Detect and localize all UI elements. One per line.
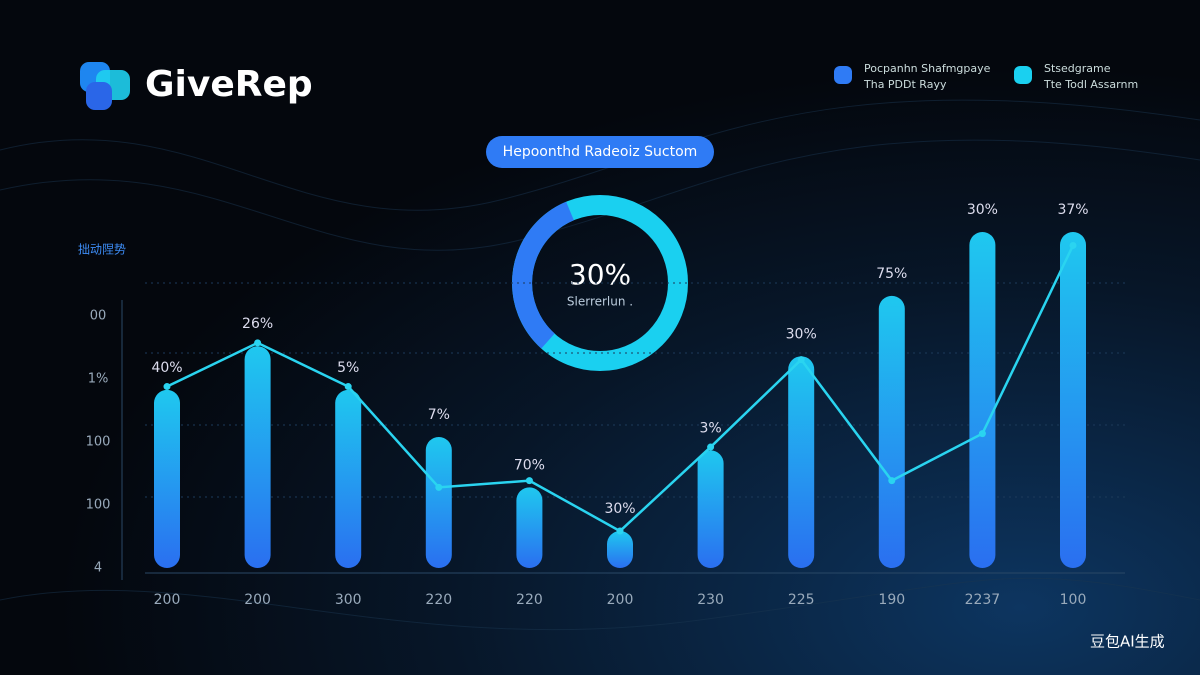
x-tick-label: 200	[607, 592, 634, 608]
logo	[80, 62, 130, 110]
line-point	[344, 383, 352, 391]
brand: GiveRep	[145, 64, 313, 105]
x-tick-label: 220	[425, 592, 452, 608]
y-axis-text: 100	[86, 435, 111, 450]
y-axis-text: 00	[90, 309, 107, 324]
line-point	[888, 477, 896, 485]
bar	[1060, 232, 1086, 568]
donut-caption: Slerrerlun .	[567, 295, 633, 309]
line-point	[254, 339, 262, 347]
y-axis-text: 4	[94, 561, 102, 576]
bar-annotation: 7%	[428, 407, 450, 423]
decor-waves	[0, 99, 1200, 631]
x-tick-label: 225	[788, 592, 815, 608]
bar	[425, 436, 452, 568]
bar-annotation: 3%	[699, 420, 721, 436]
x-tick-label: 220	[516, 592, 543, 608]
bar	[335, 389, 362, 568]
x-tick-label: 190	[878, 592, 905, 608]
x-tick-label: 200	[244, 592, 271, 608]
legend-name: Stsedgrame	[1044, 62, 1111, 75]
line-point	[707, 443, 715, 451]
x-tick-label: 300	[335, 592, 362, 608]
bar	[244, 346, 271, 568]
badge: Hepoonthd Radeoiz Suctom	[503, 144, 698, 160]
line-point	[435, 483, 443, 491]
bar-annotation: 5%	[337, 360, 359, 376]
y-axis-text: 100	[86, 498, 111, 513]
legend-swatch	[1014, 66, 1032, 84]
legend-sub: Tha PDDt Rayy	[863, 78, 947, 91]
badge-bg	[486, 136, 714, 168]
bar-annotation: 37%	[1057, 202, 1088, 218]
grid	[145, 282, 1125, 498]
legend-name: Pocpanhn Shafmgpaye	[864, 62, 991, 75]
line-point	[525, 477, 533, 485]
bar-annotation: 70%	[514, 457, 545, 473]
donut	[512, 195, 688, 371]
bar	[516, 487, 543, 568]
y-axis-text: 1%	[88, 372, 109, 387]
bar-annotation: 26%	[242, 316, 273, 332]
bar	[878, 295, 905, 568]
x-tick-label: 100	[1060, 592, 1087, 608]
bar-annotation: 75%	[876, 266, 907, 282]
bar-annotation: 30%	[967, 202, 998, 218]
legend-swatch	[834, 66, 852, 84]
line-point	[163, 383, 171, 391]
line-point	[616, 527, 624, 535]
line-point	[1069, 241, 1077, 249]
x-tick-label: 230	[697, 592, 724, 608]
x-tick-label: 200	[154, 592, 181, 608]
line-point	[797, 356, 805, 364]
legend-sub: Tte Todl Assarnm	[1043, 78, 1138, 91]
line-point	[978, 430, 986, 438]
watermark: 豆包AI生成	[1090, 633, 1165, 651]
bar-annotation: 40%	[151, 360, 182, 376]
bar-annotation: 30%	[604, 501, 635, 517]
bar	[607, 531, 633, 568]
bar	[969, 232, 996, 568]
bar	[697, 450, 724, 568]
x-tick-label: 2237	[965, 592, 1001, 608]
donut-value: 30%	[569, 258, 631, 291]
bar	[154, 389, 180, 568]
y-axis-title: 拙动陧势	[78, 243, 126, 257]
bar-annotation: 30%	[786, 326, 817, 342]
bar	[788, 356, 815, 568]
